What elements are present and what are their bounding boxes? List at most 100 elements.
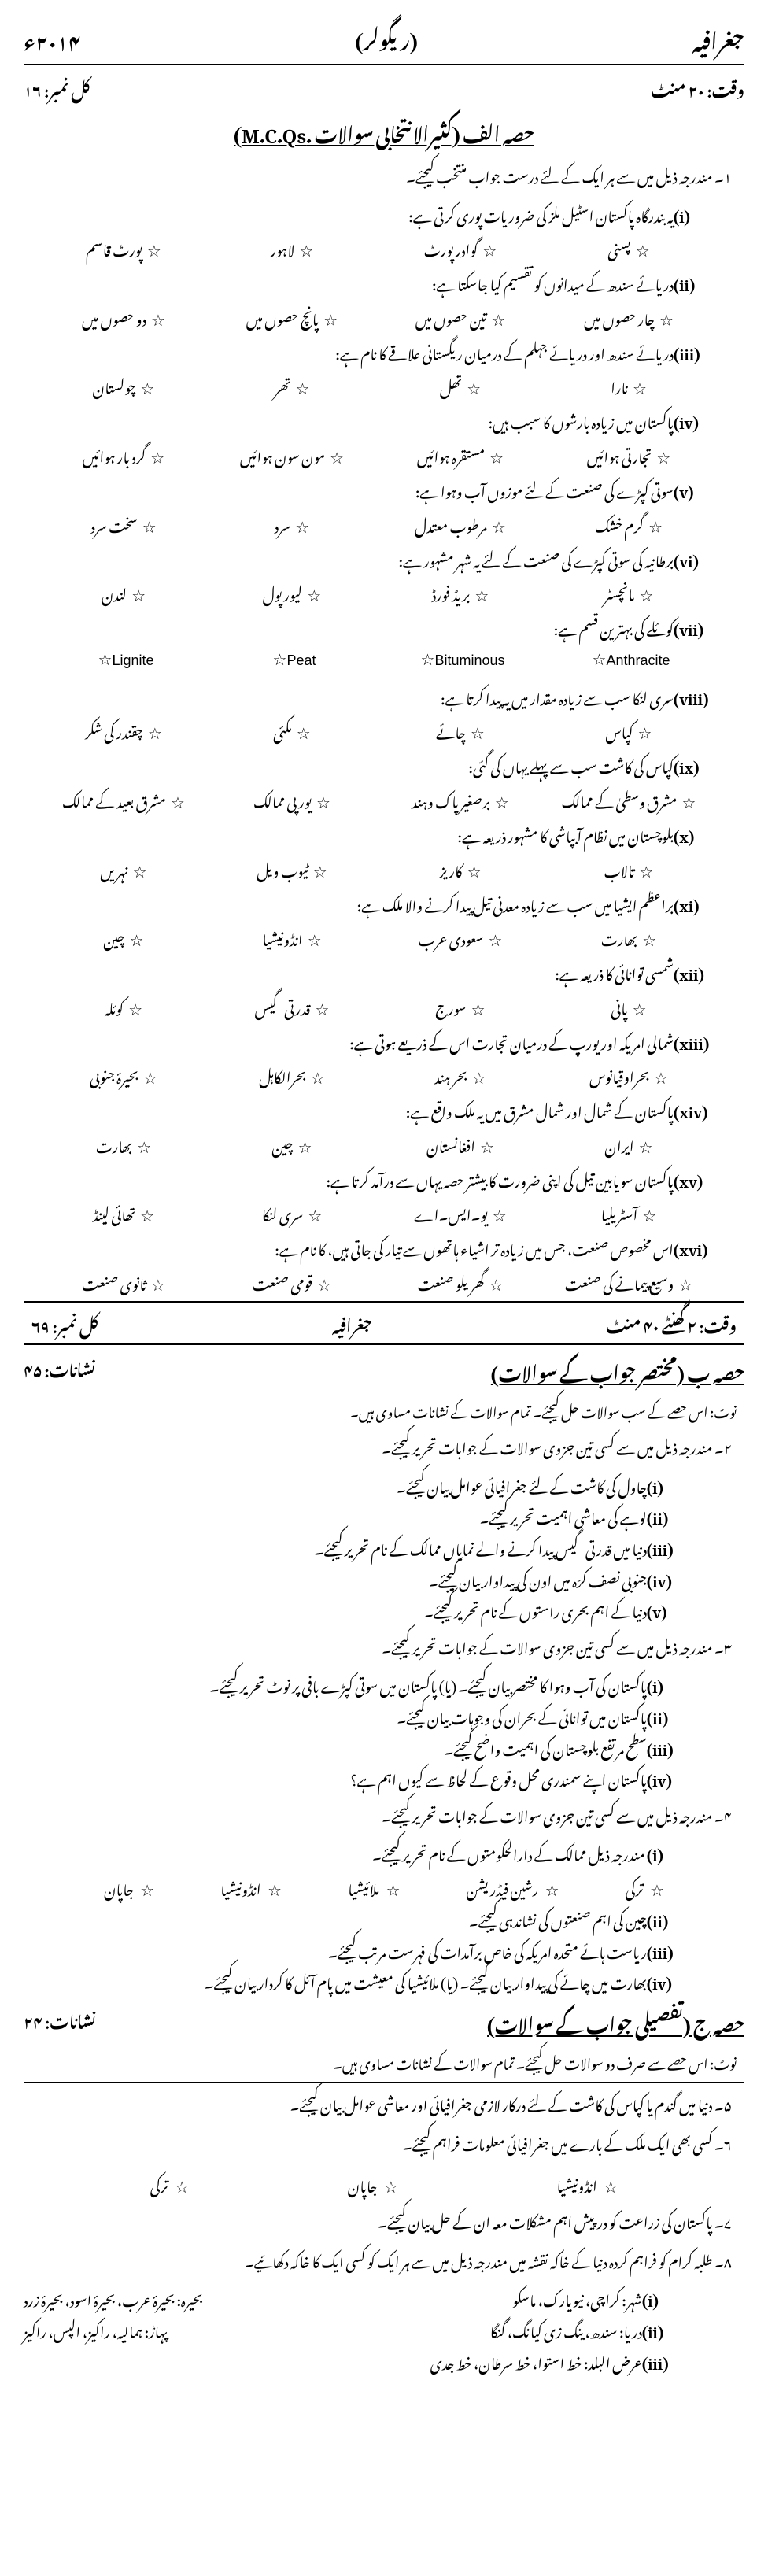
section-b-title: حصہ ب (مختصر جواب کے سوالات)	[491, 1350, 744, 1391]
q3-sub: (iv)پاکستان اپنے سمندری محل وقوع کے لحاظ…	[24, 1762, 744, 1794]
mcq-options: ☆تجارتی ہوائیں☆مستقرہ ہوائیں☆مون سون ہوا…	[24, 436, 744, 471]
mcq-option: ☆مون سون ہوائیں	[208, 436, 376, 471]
mcq-text: بلوچستان میں نظام آبپاشی کا مشہور ذریعہ …	[24, 819, 674, 850]
mcq-num: (v)	[674, 474, 713, 505]
q3-sub-num: (iv)	[647, 1762, 681, 1794]
star-icon: ☆	[639, 848, 653, 887]
mcq-num: (iii)	[674, 336, 713, 368]
mcq-num: (vii)	[674, 612, 713, 643]
mcq-options: ☆پسنی☆گوادر پورٹ☆لاہور☆پورٹ قاسم	[24, 229, 744, 264]
q3-sub-text: پاکستان میں توانائی کے بحران کی وجوہات ب…	[397, 1698, 647, 1733]
mcq-num: (xvi)	[674, 1232, 713, 1263]
star-icon: ☆	[488, 916, 502, 955]
mcq-option: ☆سخت سرد	[39, 505, 208, 540]
q2-sub-text: لوہے کی معاشی اہمیت تحریر کیجئے۔	[480, 1498, 647, 1533]
q4-sub: (iii)ریاست ہائے متحدہ امریکہ کی خاص برآم…	[24, 1935, 744, 1966]
mcq-num: (ii)	[674, 267, 713, 298]
section-b-marks: نشانات: ۴۵	[24, 1350, 95, 1391]
star-icon: ☆	[495, 778, 509, 818]
star-icon: ☆	[151, 1261, 165, 1300]
mcq-option: ☆بحر ہند	[376, 1056, 545, 1091]
star-icon: ☆	[150, 434, 164, 473]
q2-sub: (iii)دنیا میں قدرتی گیس پیدا کرنے والے ن…	[24, 1532, 744, 1563]
mcq-option: ☆لاہور	[208, 229, 376, 264]
star-icon: ☆	[133, 848, 147, 887]
mcq-text: سوتی کپڑے کی صنعت کے لئے موزوں آب وہوا ہ…	[24, 474, 674, 505]
mcq-option: ☆دو حصوں میں	[39, 298, 208, 333]
mcq-option: ☆کپاس	[545, 711, 713, 746]
q2-lead: ۲۔ مندرجہ ذیل میں سے کسی تین جزوی سوالات…	[24, 1430, 744, 1462]
star-icon: ☆	[678, 1261, 692, 1300]
mcq-item: (ii)دریائے سندھ کے میدانوں کو تقسیم کیا …	[24, 267, 744, 333]
star-icon: ☆	[311, 1054, 325, 1093]
mcq-options: ☆تالاب☆کاریز☆ٹیوب ویل☆نہریں	[24, 850, 744, 885]
mcq-text: پاکستان سویابین تیل کی اپنی ضرورت کا بیش…	[24, 1163, 674, 1195]
q8-row: (iii) عرض البلد: خط استوا، خط سرطان، خط …	[24, 2345, 744, 2377]
q6-opt: ☆ جاپان	[348, 2165, 398, 2200]
time-label: وقت: ۲۰ منٹ	[652, 70, 744, 105]
mcq-option: ☆لندن	[39, 574, 208, 608]
mcq-option: ☆پانچ حصوں میں	[208, 298, 376, 333]
mcq-num: (xii)	[674, 956, 713, 988]
section-c-note: نوٹ: اس حصے سے صرف دو سوالات حل کیجئے۔ ت…	[24, 2048, 744, 2077]
star-icon: ☆	[131, 571, 146, 611]
star-icon: ☆	[648, 503, 663, 542]
mcq-option: ☆قومی صنعت	[208, 1263, 376, 1298]
q2-sub-text: دنیا کے اہم بحری راستوں کے نام تحریر کیج…	[424, 1591, 647, 1627]
q3-sub: (ii)پاکستان میں توانائی کے بحران کی وجوہ…	[24, 1700, 744, 1732]
mcq-option: ☆چولستان	[39, 367, 208, 401]
star-icon: ☆	[330, 434, 344, 473]
mcq-option: ☆تین حصوں میں	[376, 298, 545, 333]
star-icon: ☆	[299, 227, 313, 266]
mcq-options: ☆ایران☆افغانستان☆چین☆بھارت	[24, 1125, 744, 1160]
mcq-option: ☆بحراوقیانوس	[545, 1056, 713, 1091]
mcq-text: پاکستان میں زیادہ بارشوں کا سبب ہیں:	[24, 405, 674, 436]
mcq-num: (x)	[674, 819, 713, 850]
q2-sub-num: (i)	[647, 1469, 681, 1501]
subheader-row: وقت: ۲۰ منٹ کل نمبر: ۱۶	[24, 70, 744, 105]
mode-label: (ریگولر)	[356, 17, 418, 59]
mcq-option: ☆کاریز	[376, 850, 545, 885]
q3-sub-text: سطح مرتفع بلوچستان کی اہمیت واضح کیجئے۔	[444, 1729, 647, 1765]
mcq-options: ☆چار حصوں میں☆تین حصوں میں☆پانچ حصوں میں…	[24, 298, 744, 333]
mcq-text: کوئلے کی بہترین قسم ہے:	[24, 612, 674, 643]
mcq-option: ☆برصغیر پاک وہند	[376, 781, 545, 815]
mcq-option: ☆یو۔ایس۔اے	[376, 1194, 545, 1229]
star-icon: ☆	[639, 571, 653, 611]
q6-opt: ☆ ترکی	[150, 2165, 189, 2200]
q3-sub-num: (ii)	[647, 1700, 681, 1732]
q4-sub-num: (iii)	[647, 1935, 681, 1966]
mcq-option: ☆Lignite	[39, 643, 208, 678]
q8-row-alt: بحیرہ: بحیرۂ عرب، بحیرۂ اسود، بحیرۂ زرد	[24, 2282, 333, 2314]
country-opt: ☆ ملائیشیا	[348, 1868, 400, 1903]
mcq-option: ☆چین	[208, 1125, 376, 1160]
mcq-text: پاکستان کے شمال اور شمال مشرق میں یہ ملک…	[24, 1094, 674, 1125]
star-icon: ☆	[140, 364, 154, 404]
q3-lead: ۳۔ مندرجہ ذیل میں سے کسی تین جزوی سوالات…	[24, 1630, 744, 1661]
star-icon: ☆	[639, 1123, 653, 1162]
q6-opt: ☆ انڈونیشیا	[556, 2165, 618, 2200]
mcq-option: ☆تجارتی ہوائیں	[545, 436, 713, 471]
star-icon: ☆	[467, 848, 482, 887]
star-icon: ☆	[317, 1261, 331, 1300]
year-label: ۲۰۱۴ء	[24, 16, 80, 61]
q3-sub-text: پاکستان اپنے سمندری محل وقوع کے لحاظ سے …	[350, 1760, 647, 1795]
star-icon: ☆	[650, 1866, 664, 1905]
mcq-option: ☆بحیرۂ جنوبی	[39, 1056, 208, 1091]
star-icon: ☆	[295, 364, 309, 404]
mcq-text: کپاس کی کاشت سب سے پہلے یہاں کی گئی:	[24, 749, 674, 781]
star-icon: ☆	[471, 985, 486, 1025]
mcq-option: ☆قدرتی گیس	[208, 988, 376, 1022]
section-c-marks: نشانات: ۲۴	[24, 2001, 96, 2043]
q2-sub: (i)چاول کی کاشت کے لئے جغرافیائی عوامل ب…	[24, 1469, 744, 1501]
subject-title: جغرافیہ	[692, 16, 744, 61]
mcq-item: (x)بلوچستان میں نظام آبپاشی کا مشہور ذری…	[24, 819, 744, 885]
mcq-option: ☆مشرق وسطیٰ کے ممالک	[545, 781, 713, 815]
star-icon: ☆	[295, 503, 309, 542]
mcq-option: ☆تھل	[376, 367, 545, 401]
star-icon: ☆	[148, 709, 162, 748]
mcq-num: (xi)	[674, 888, 713, 919]
mcq-option: ☆مستقرہ ہوائیں	[376, 436, 545, 471]
mcq-option: ☆ثانوی صنعت	[39, 1263, 208, 1298]
page-header: جغرافیہ (ریگولر) ۲۰۱۴ء	[24, 16, 744, 65]
